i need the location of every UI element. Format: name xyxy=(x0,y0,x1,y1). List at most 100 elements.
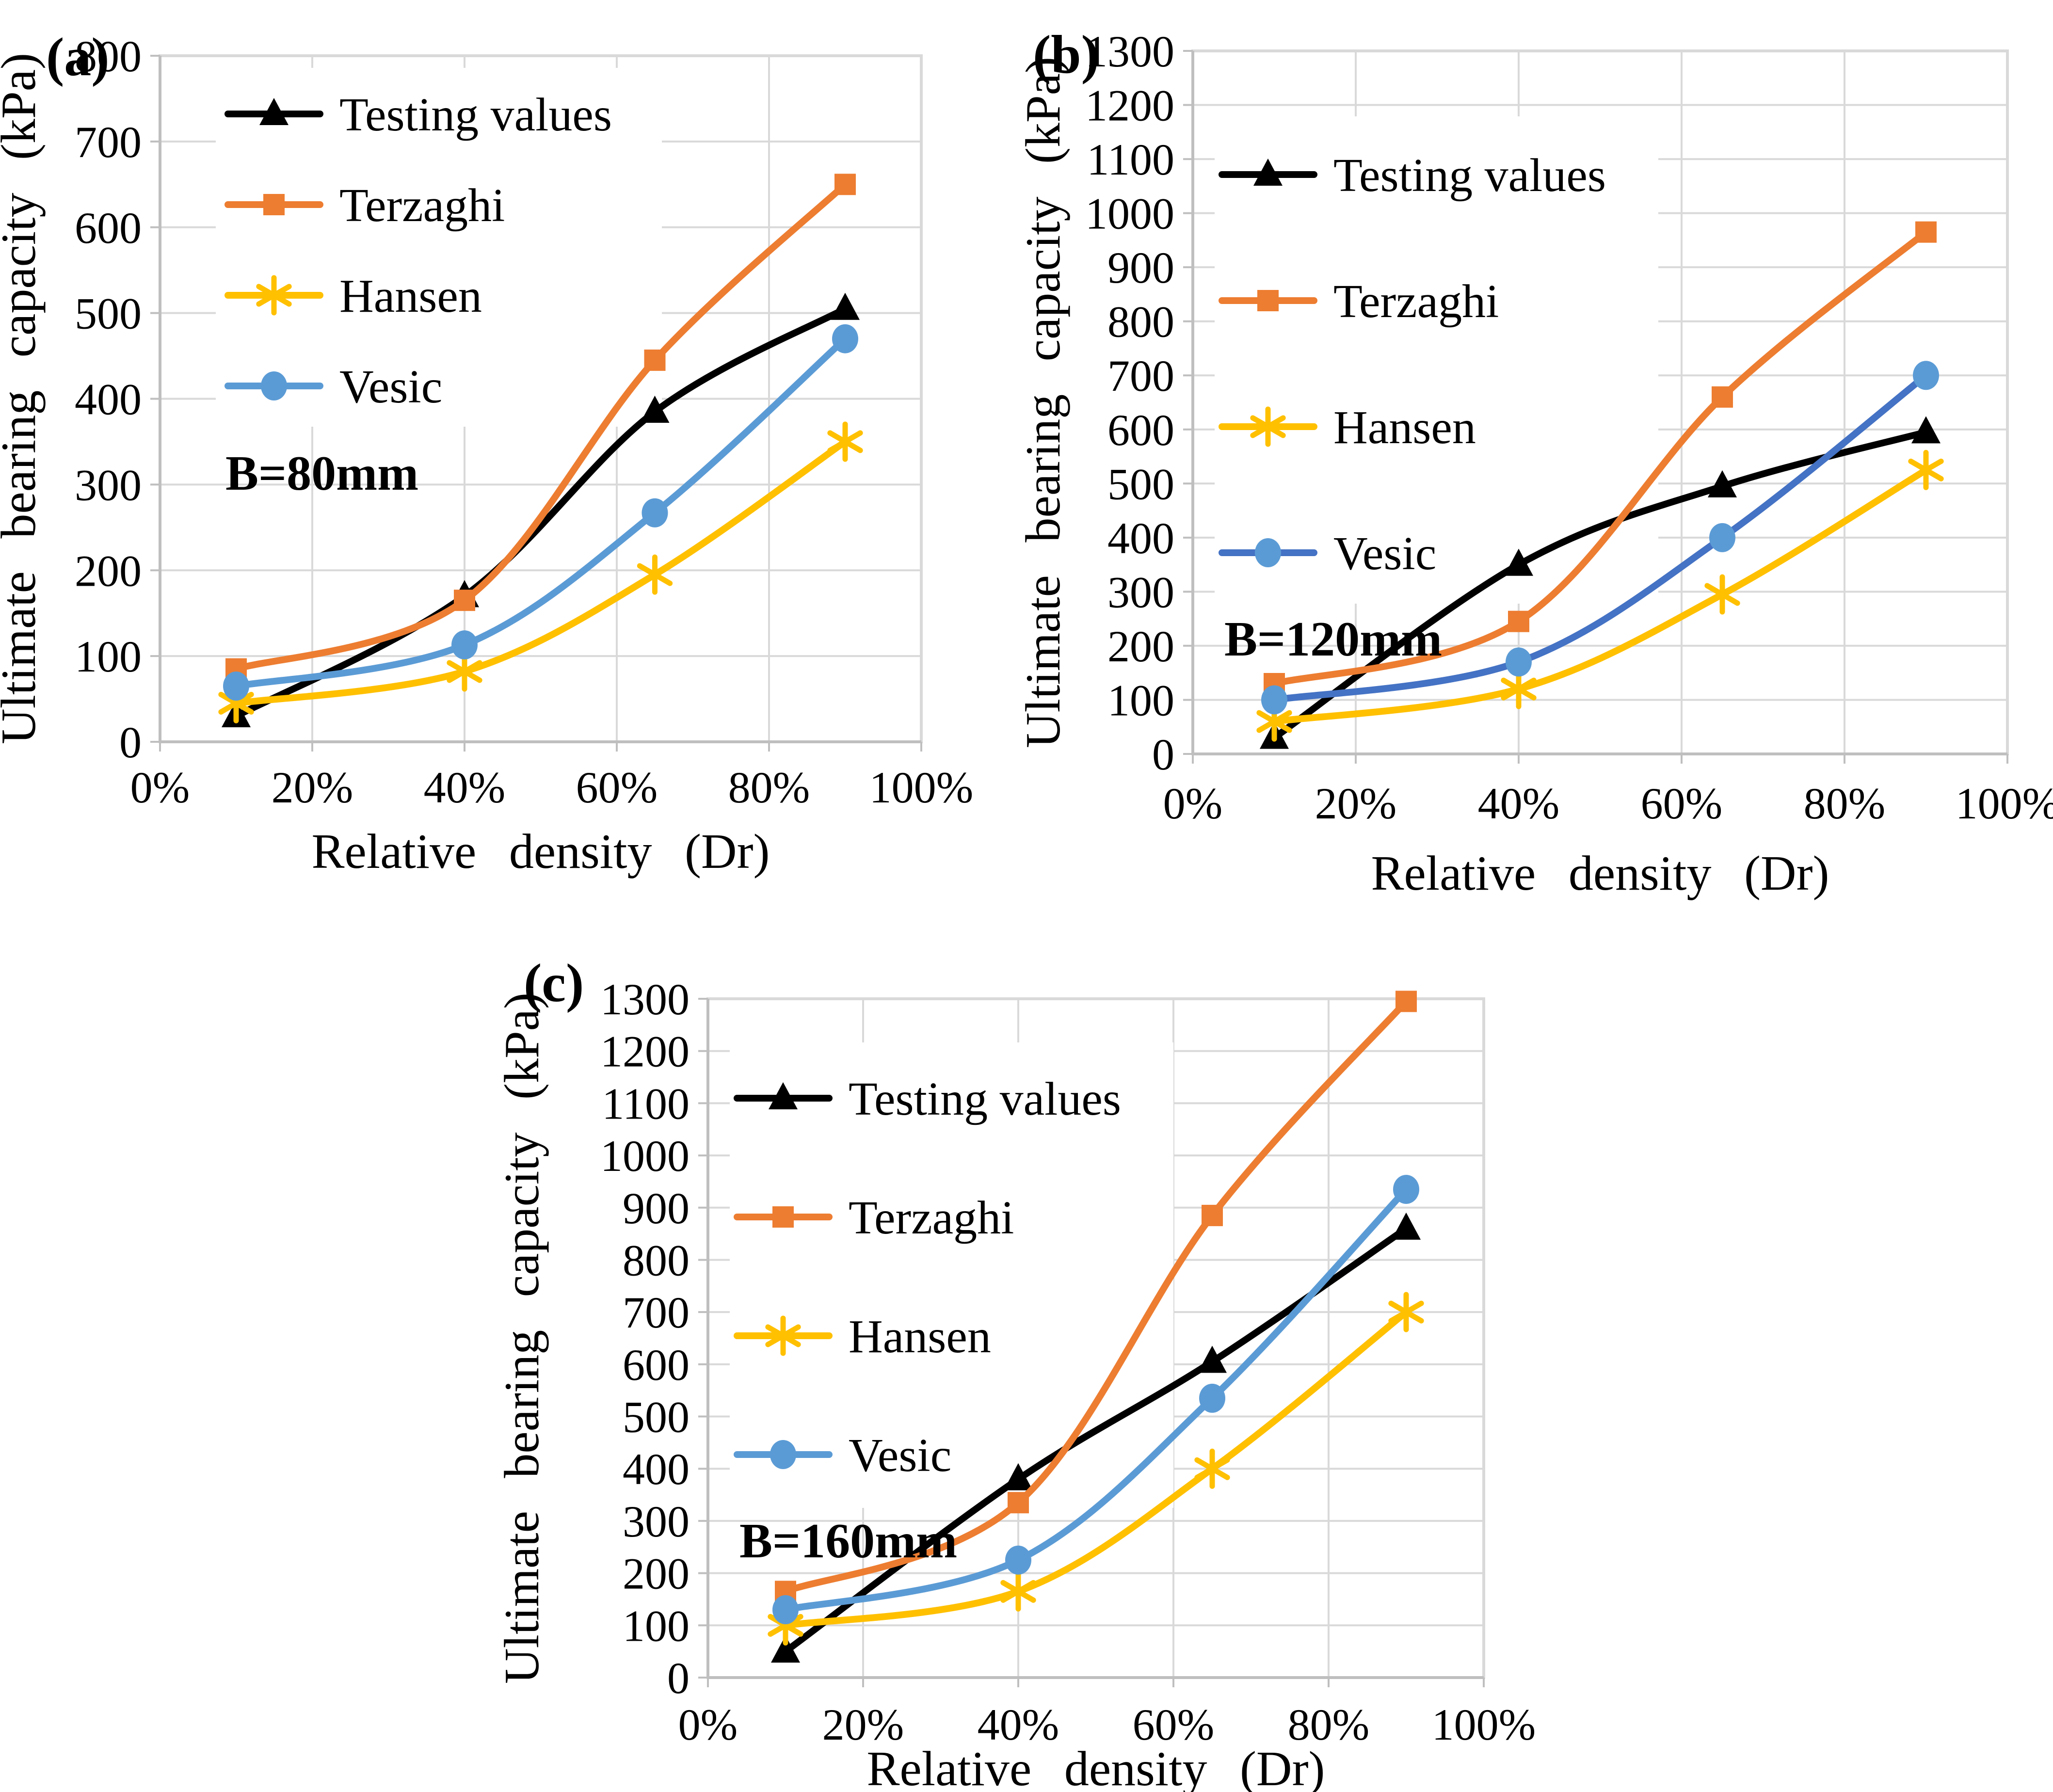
footing-width-label: B=80mm xyxy=(225,446,418,501)
y-tick-label: 1300 xyxy=(600,975,690,1024)
triangle-marker-icon xyxy=(259,98,289,125)
series-line-vesic xyxy=(233,335,849,690)
x-tick-label: 80% xyxy=(1804,779,1886,828)
asterisk-marker-icon xyxy=(1908,449,1944,490)
legend-item-hansen: Hansen xyxy=(1219,401,1476,454)
circle-marker-icon xyxy=(1255,538,1281,567)
square-marker-icon xyxy=(1915,221,1937,243)
asterisk-marker-icon xyxy=(1000,1571,1036,1612)
y-tick-label: 900 xyxy=(623,1184,690,1233)
series-markers-terzaghi xyxy=(1264,221,1937,694)
x-tick-label: 60% xyxy=(1133,1700,1215,1749)
y-tick-label: 300 xyxy=(75,460,142,510)
series-line-testing-values xyxy=(233,305,849,720)
legend-item-hansen: Hansen xyxy=(225,270,482,322)
y-tick-label: 1100 xyxy=(1087,135,1174,184)
y-tick-label: 800 xyxy=(623,1235,690,1285)
y-tick-label: 300 xyxy=(623,1497,690,1546)
y-tick-label: 500 xyxy=(623,1392,690,1442)
square-marker-icon xyxy=(772,1206,794,1228)
circle-marker-icon xyxy=(1913,361,1939,390)
circle-marker-icon xyxy=(1393,1175,1419,1204)
x-tick-label: 100% xyxy=(869,763,974,812)
asterisk-marker-icon xyxy=(765,1315,801,1356)
circle-marker-icon xyxy=(451,630,478,660)
circle-marker-icon xyxy=(772,1595,799,1624)
x-tick-label: 20% xyxy=(822,1700,904,1749)
panel-letter-label: (a) xyxy=(46,27,110,87)
legend-label: Testing values xyxy=(339,89,612,141)
y-axis-title: Ultimate bearing capacity (kPa) xyxy=(495,992,549,1684)
y-tick-label: 0 xyxy=(119,718,142,767)
triangle-marker-icon xyxy=(1504,548,1533,576)
y-tick-label: 600 xyxy=(623,1340,690,1390)
series-markers-vesic xyxy=(772,1175,1419,1624)
x-tick-label: 0% xyxy=(130,763,190,812)
asterisk-marker-icon xyxy=(1501,669,1537,709)
triangle-marker-icon xyxy=(1708,470,1737,497)
legend-label: Terzaghi xyxy=(849,1192,1014,1244)
y-tick-label: 500 xyxy=(1107,459,1174,509)
y-tick-label: 700 xyxy=(623,1288,690,1337)
legend-label: Vesic xyxy=(1333,528,1436,580)
asterisk-marker-icon xyxy=(1388,1292,1424,1332)
square-marker-icon xyxy=(454,590,475,611)
series-markers-hansen xyxy=(1256,449,1944,742)
triangle-marker-icon xyxy=(640,396,670,423)
legend-label: Terzaghi xyxy=(339,179,505,232)
series-line-hansen xyxy=(782,1309,1410,1629)
y-tick-label: 1200 xyxy=(600,1027,690,1076)
series-line-terzaghi xyxy=(1271,228,1929,687)
series-line-hansen xyxy=(1271,466,1929,725)
legend-item-vesic: Vesic xyxy=(734,1429,951,1482)
y-tick-label: 400 xyxy=(75,375,142,424)
square-marker-icon xyxy=(1202,1204,1223,1226)
triangle-marker-icon xyxy=(1392,1212,1421,1240)
triangle-marker-icon xyxy=(1004,1463,1033,1490)
x-tick-label: 40% xyxy=(978,1700,1059,1749)
y-tick-label: 200 xyxy=(623,1549,690,1599)
x-axis-title: Relative density (Dr) xyxy=(866,1742,1325,1792)
y-tick-label: 600 xyxy=(75,203,142,253)
y-tick-label: 300 xyxy=(1107,567,1174,617)
y-tick-label: 400 xyxy=(1107,513,1174,563)
triangle-marker-icon xyxy=(1253,159,1283,186)
footing-width-label: B=120mm xyxy=(1224,612,1442,667)
y-tick-label: 1200 xyxy=(1085,81,1174,130)
x-axis-title: Relative density (Dr) xyxy=(1371,846,1829,901)
x-tick-label: 60% xyxy=(1641,779,1723,828)
legend-item-terzaghi: Terzaghi xyxy=(225,179,505,232)
legend-item-hansen: Hansen xyxy=(734,1311,991,1363)
triangle-marker-icon xyxy=(769,1082,798,1109)
legend-item-terzaghi: Terzaghi xyxy=(734,1192,1014,1244)
y-tick-label: 400 xyxy=(623,1444,690,1494)
legend-item-testing-values: Testing values xyxy=(225,89,612,141)
circle-marker-icon xyxy=(223,672,249,701)
square-marker-icon xyxy=(834,174,856,195)
legend-item-terzaghi: Terzaghi xyxy=(1219,275,1499,328)
circle-marker-icon xyxy=(1506,647,1532,677)
y-tick-label: 600 xyxy=(1107,405,1174,455)
legend-item-testing-values: Testing values xyxy=(1219,149,1606,202)
series-line-terzaghi xyxy=(782,998,1410,1595)
series-markers-terzaghi xyxy=(775,991,1417,1602)
y-tick-label: 700 xyxy=(1107,351,1174,400)
y-tick-label: 0 xyxy=(1152,730,1174,779)
y-tick-label: 100 xyxy=(75,632,142,681)
panel-c: 0100200300400500600700800900100011001200… xyxy=(495,953,1536,1792)
square-marker-icon xyxy=(263,194,285,215)
square-marker-icon xyxy=(1008,1492,1029,1514)
series-line-vesic xyxy=(1271,372,1929,704)
legend-label: Vesic xyxy=(849,1429,951,1482)
circle-marker-icon xyxy=(832,324,858,353)
y-tick-label: 1100 xyxy=(602,1079,690,1128)
square-marker-icon xyxy=(1508,610,1529,632)
legend-label: Hansen xyxy=(849,1311,991,1363)
x-tick-label: 40% xyxy=(424,763,506,812)
series-markers-vesic xyxy=(1261,361,1939,715)
asterisk-marker-icon xyxy=(1250,406,1286,447)
y-axis-title: Ultimate bearing capacity (kPa) xyxy=(1016,57,1071,748)
x-tick-label: 20% xyxy=(1315,779,1397,828)
x-tick-label: 0% xyxy=(1163,779,1223,828)
